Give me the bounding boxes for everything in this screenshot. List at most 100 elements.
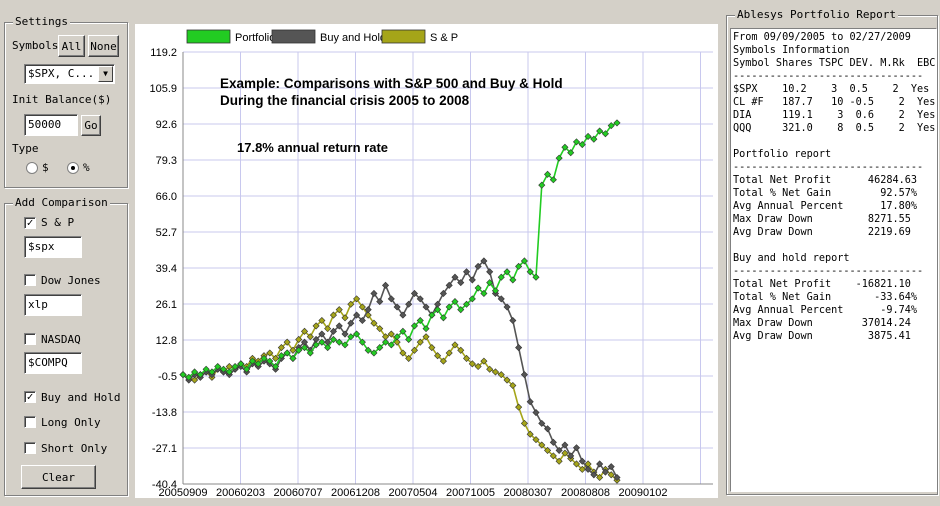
data-point [422,333,430,341]
settings-title: Settings [13,15,70,28]
data-point [393,338,401,346]
sp-label: S & P [41,216,75,229]
data-point [410,322,419,330]
all-button[interactable]: All [58,35,85,57]
data-point [509,316,517,325]
report-line: Symbol Shares TSPC DEV. M.Rk EBC [733,58,936,69]
data-point [480,289,488,297]
data-point [509,276,517,284]
sp-symbol-input[interactable]: $spx [24,236,82,258]
data-point [457,279,465,287]
data-point [538,419,546,427]
type-percent-radio[interactable] [67,162,79,174]
data-point [445,349,453,357]
init-balance-input[interactable]: 50000 [24,114,78,136]
data-point [607,463,615,471]
data-point [358,316,366,325]
type-dollar-radio[interactable] [26,162,38,174]
clear-button[interactable]: Clear [21,465,96,489]
data-point [434,306,442,314]
data-point [318,316,326,325]
data-point [457,306,465,314]
data-point [376,298,384,306]
data-point [561,143,569,151]
data-point [491,368,500,376]
y-tick-label: 92.6 [156,119,177,131]
data-point [480,257,488,265]
data-point [503,303,511,311]
data-point [312,335,320,343]
series-line-portfolio [182,122,618,379]
data-point [439,357,447,365]
data-point [544,170,552,178]
data-point [399,327,407,335]
data-point [329,311,337,319]
data-point [561,449,569,457]
data-point [191,368,199,376]
data-point [399,349,407,357]
chart-panel: 119.2 105.9 92.6 79.3 66.0 52.7 39.4 26.1 12.8 -0… [135,24,718,499]
y-tick-label: 39.4 [156,263,177,275]
data-point [451,298,459,306]
nasdaq-label: NASDAQ [41,333,81,346]
long-only-checkbox[interactable] [24,416,36,428]
report-line: Avg Draw Down 2219.69 [733,227,911,238]
data-point [578,457,586,465]
report-textbox[interactable]: From 09/09/2005 to 02/27/2009 Symbols Inf… [730,28,937,492]
data-point [549,176,557,184]
dow-checkbox[interactable] [24,274,36,286]
data-point [364,306,372,314]
data-point [329,335,337,343]
data-point [416,316,424,325]
buyhold-checkbox[interactable]: ✓ [24,391,36,403]
dow-symbol-input[interactable]: xlp [24,294,82,316]
data-point [520,419,528,427]
nasdaq-checkbox[interactable] [24,333,36,345]
data-point [526,398,534,406]
data-point [300,338,309,346]
data-point [596,473,604,482]
chevron-down-icon[interactable]: ▼ [98,66,113,82]
data-point [549,438,557,446]
data-point [439,289,447,297]
data-point [520,257,528,265]
data-point [387,341,395,349]
sp-checkbox[interactable]: ✓ [24,217,36,229]
legend-swatch [186,29,231,44]
data-point [416,338,424,346]
data-point [463,300,471,308]
short-only-checkbox[interactable] [24,442,36,454]
data-point [277,352,285,360]
data-point [486,268,494,276]
symbols-combo[interactable]: $SPX, C... ▼ [24,64,115,84]
data-point [289,354,297,362]
data-point [324,338,332,346]
x-tick-label: 20061208 [331,487,380,498]
data-point [318,338,326,346]
data-point [561,441,569,449]
data-point [410,346,419,354]
x-axis: 20050909 20060203 20060707 20061208 20070504… [159,487,668,499]
x-tick-label: 20070504 [389,487,438,498]
report-line: ------------------------------- [733,266,924,277]
report-line: DIA 119.1 3 0.6 2 Yes [733,110,936,121]
data-point [405,300,413,308]
data-point [468,295,476,303]
nasdaq-symbol-input[interactable]: $COMPQ [24,352,82,374]
data-point [607,471,615,479]
report-line: Avg Annual Percent -9.74% [733,305,918,316]
data-point [416,295,424,303]
data-point [497,371,505,379]
go-button[interactable]: Go [81,115,101,136]
data-point [341,341,349,349]
y-tick-label: 105.9 [149,83,177,95]
legend-swatch [381,29,426,44]
report-line: Avg Draw Down 3875.41 [733,331,911,342]
data-point [196,371,204,379]
data-point [613,119,621,127]
report-group: Ablesys Portfolio Report [726,8,938,495]
data-point [590,471,598,479]
none-button[interactable]: None [88,35,119,57]
data-point [474,362,482,371]
data-point [370,289,378,297]
